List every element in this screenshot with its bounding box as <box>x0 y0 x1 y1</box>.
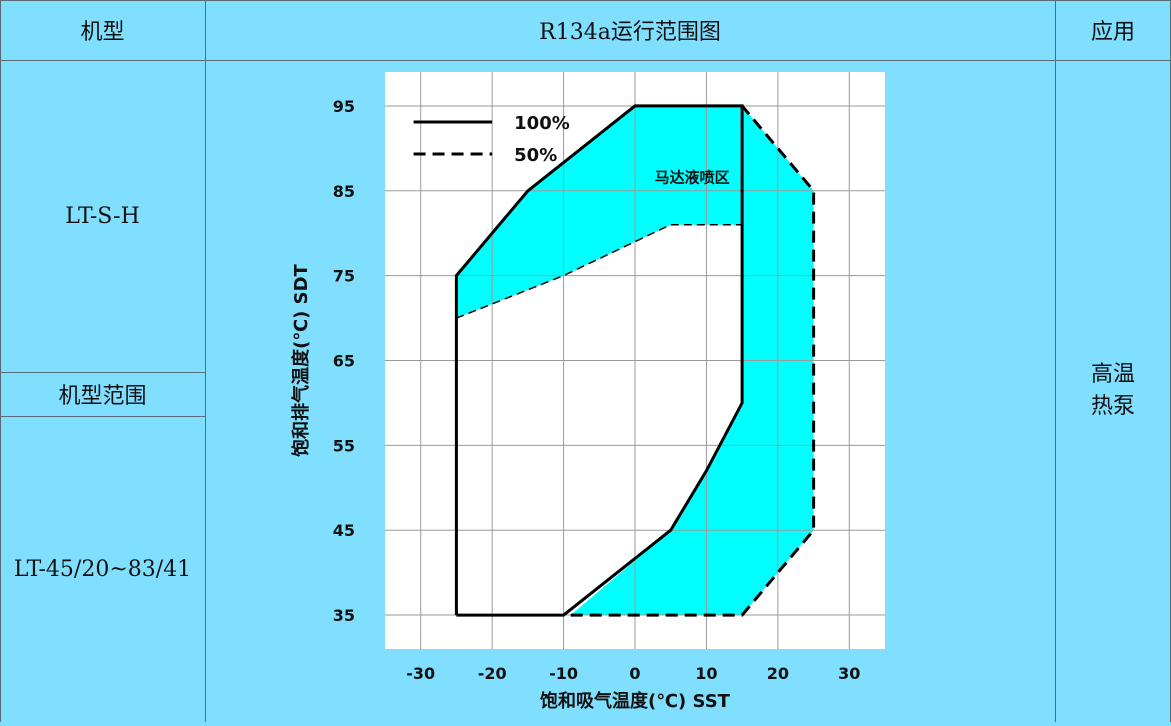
x-tick-label: 10 <box>695 664 717 683</box>
shaded-region-2 <box>570 105 814 616</box>
legend-label-1: 100% <box>514 113 570 134</box>
y-tick-label: 55 <box>333 436 355 455</box>
table-divider-col2 <box>1055 0 1056 722</box>
header-model: 机型 <box>80 20 125 45</box>
x-tick-label: -10 <box>549 664 578 683</box>
model-value: LT-S-H <box>65 203 140 229</box>
series-line-2 <box>570 104 816 617</box>
y-tick-label: 85 <box>333 182 355 201</box>
shaded-region-1 <box>456 105 743 319</box>
y-tick-label: 95 <box>333 97 355 116</box>
table-divider-col1 <box>205 0 206 722</box>
series-line-1 <box>454 104 744 617</box>
y-tick-label: 65 <box>333 352 355 371</box>
range-value: LT-45/20~83/41 <box>13 556 192 582</box>
legend-label-2: 50% <box>514 145 557 166</box>
x-axis-label: 饱和吸气温度(℃) SST <box>540 690 731 712</box>
chart-area: -30 -20 -10 0 10 20 30 35 45 55 65 75 85 95 饱和吸气温度(℃) … <box>205 60 1055 722</box>
table-border-top <box>0 0 1171 1</box>
range-label: 机型范围 <box>58 384 147 409</box>
table-divider-range-top <box>0 372 205 373</box>
x-tick-label: 20 <box>767 664 789 683</box>
operating-range-chart: -30 -20 -10 0 10 20 30 35 45 55 65 75 85 95 饱和吸气温度(℃) … <box>290 72 885 712</box>
annotation-label: 马达液喷区 <box>655 168 730 186</box>
y-tick-label: 45 <box>333 521 355 540</box>
x-tick-label: -20 <box>478 664 507 683</box>
header-application: 应用 <box>1090 20 1135 45</box>
y-tick-label: 75 <box>333 267 355 286</box>
table-header-divider <box>0 60 1171 61</box>
x-tick-label: 0 <box>629 664 640 683</box>
table-border-left <box>0 0 1 722</box>
table-divider-range-bottom <box>0 416 205 417</box>
y-axis-label: 饱和排气温度(℃) SDT <box>290 263 312 456</box>
x-tick-label: 30 <box>838 664 860 683</box>
application-value: 高温 热泵 <box>1090 362 1135 419</box>
header-chart-title: R134a运行范围图 <box>539 20 721 45</box>
y-tick-label: 35 <box>333 606 355 625</box>
x-tick-label: -30 <box>406 664 435 683</box>
boundary-line-1 <box>456 223 743 319</box>
